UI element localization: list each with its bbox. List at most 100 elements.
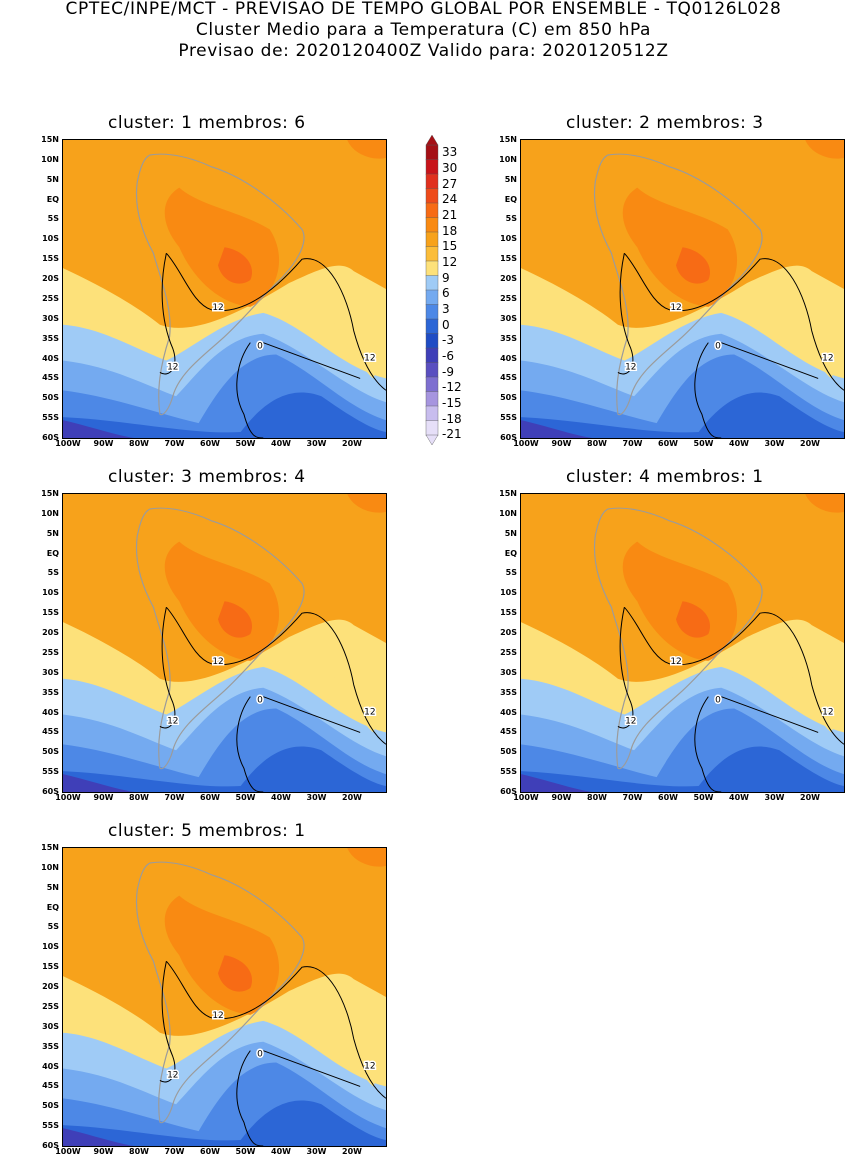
temperature-field: 12 12 12 0 [521,494,844,792]
colorbar-swatches [425,134,439,446]
lat-tick-label: 60S [500,787,517,796]
lat-tick-label: 50S [500,747,517,757]
continent-outline [135,861,305,1124]
panel-title-4: cluster: 4 membros: 1 [566,467,764,487]
shaded-region [63,774,135,792]
shaded-region [805,140,844,159]
lat-tick-label: 5S [505,214,517,224]
lon-tick-label: 60W [200,793,220,802]
map-panel-1: 12 12 12 0 [62,139,387,439]
lon-tick-label: 30W [764,793,785,802]
contour-label: 12 [670,657,681,667]
lat-tick-label: 10N [41,154,59,164]
lat-tick-label: 15N [41,489,59,498]
contour-label: 12 [364,1062,375,1072]
colorbar-label: -12 [442,380,462,395]
lat-tick-label: 10N [499,154,517,164]
shaded-region [347,848,386,867]
lat-tick-label: 50S [500,393,517,403]
colorbar-swatch [425,231,439,248]
lat-tick-label: 10N [41,862,59,872]
lat-tick-label: 30S [42,667,59,677]
lon-tick-label: 20W [800,793,820,802]
contour-line [263,1050,361,1087]
shaded-region [622,187,738,307]
contour-label: 12 [167,362,178,372]
colorbar-swatch [425,275,439,291]
lon-tick-label: 60W [658,439,678,448]
lat-tick-label: 60S [42,433,59,442]
colorbar-swatch [425,260,439,277]
lat-tick-label: 30S [42,313,59,323]
lat-tick-label: 25S [42,647,59,657]
lon-tick-label: 100W [55,439,81,448]
lat-tick-label: EQ [504,194,517,204]
shaded-region [218,601,253,638]
lat-tick-label: 5S [47,568,59,578]
colorbar-label: 21 [442,207,458,222]
temperature-field: 12 12 12 0 [63,140,386,438]
panel-title-1: cluster: 1 membros: 6 [108,113,306,133]
colorbar-label: 15 [442,239,458,254]
lon-tick-label: 90W [93,793,114,802]
lat-tick-label: 25S [42,293,59,303]
contour-line [263,696,361,733]
lat-tick-label: 25S [500,647,517,657]
shaded-region [63,392,386,438]
contour-line [236,342,264,438]
colorbar: 33 30 27 24 21 18 15 12 9 6 3 0 -3 -6 -9 -12 -15 -18 -21 [424,134,484,446]
colorbar-swatch [425,376,439,393]
lat-tick-label: 25S [500,293,517,303]
colorbar-label: 18 [442,223,458,238]
colorbar-swatch [425,289,439,306]
lat-tick-label: 15N [41,135,59,144]
temperature-field: 12 12 12 0 [63,848,386,1146]
temperature-field: 12 12 12 0 [63,494,386,792]
lon-tick-label: 50W [693,793,714,802]
colorbar-swatch [425,202,439,219]
lat-tick-label: 60S [42,787,59,796]
colorbar-swatch [425,347,439,364]
lon-tick-label: 60W [658,793,678,802]
contour-label: 12 [364,354,375,364]
contour-label: 12 [625,362,636,372]
lat-tick-label: 45S [500,727,517,737]
contour-line [159,253,176,375]
lon-tick-label: 40W [729,439,749,448]
lat-tick-label: 55S [42,1121,59,1131]
temperature-field: 12 12 12 0 [521,140,844,438]
lon-tick-label: 90W [93,439,114,448]
contour-line [694,342,722,438]
lon-tick-label: 70W [164,793,185,802]
continent-outline [135,507,305,770]
shaded-region [622,541,738,661]
lat-tick-label: 10S [42,942,59,952]
lon-tick-label: 50W [235,793,256,802]
shaded-region [805,494,844,513]
colorbar-swatch [425,159,439,175]
contour-label: 12 [212,1011,223,1021]
header-line-3: Previsao de: 2020120400Z Valido para: 20… [178,41,669,61]
lat-tick-label: EQ [504,548,517,558]
colorbar-label: 27 [442,176,458,191]
lat-tick-label: 10S [500,588,517,598]
colorbar-swatch [425,144,439,161]
contour-label: 12 [212,303,223,313]
shaded-region [521,392,844,438]
lat-tick-label: 60S [500,433,517,442]
colorbar-label: -6 [442,349,454,364]
lon-tick-label: 80W [129,793,149,802]
lat-tick-label: 40S [500,353,517,363]
lon-tick-label: 40W [271,1147,291,1156]
contour-line [159,961,176,1083]
colorbar-swatch [425,333,439,349]
contour-label: 12 [364,708,375,718]
header-line-2: Cluster Medio para a Temperatura (C) em … [195,20,652,40]
lat-tick-label: 30S [500,667,517,677]
contour-line [263,342,361,379]
contour-label: 12 [822,354,833,364]
shaded-region [164,187,280,307]
shaded-region [521,420,593,438]
contour-label: 0 [257,342,263,352]
lat-tick-label: 30S [500,313,517,323]
